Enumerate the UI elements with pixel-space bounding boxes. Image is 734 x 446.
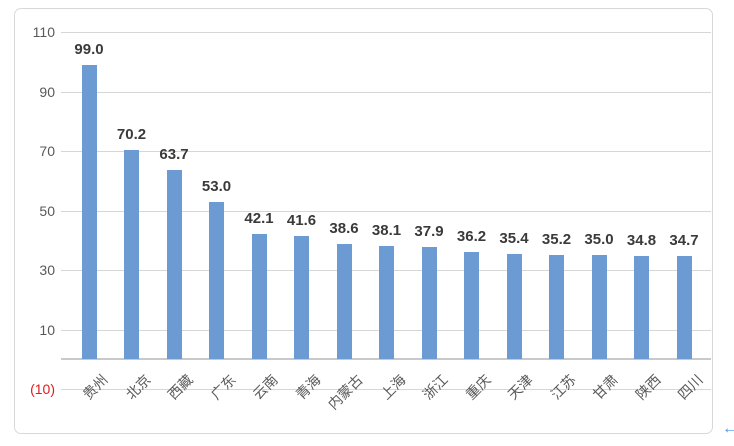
bar bbox=[421, 246, 437, 360]
y-axis-tick-label: 110 bbox=[32, 24, 55, 40]
gridline bbox=[61, 389, 711, 390]
bar bbox=[294, 235, 309, 360]
bar bbox=[549, 254, 564, 360]
bar-value-label: 70.2 bbox=[116, 126, 147, 144]
x-axis-label: 四川 bbox=[674, 371, 706, 403]
bar bbox=[591, 255, 607, 360]
bar bbox=[209, 201, 224, 360]
bar-value-label: 38.1 bbox=[371, 221, 402, 239]
gridline bbox=[61, 32, 711, 33]
x-axis-label: 青海 bbox=[292, 371, 324, 403]
bar-value-label: 42.1 bbox=[244, 210, 274, 227]
plot-area: 110 90 70 50 30 10 (10) 99.0 贵州 70.2 北京 63.7 西藏 53.0 广… bbox=[30, 24, 711, 413]
x-axis-label: 甘肃 bbox=[589, 371, 621, 403]
x-axis-label: 贵州 bbox=[79, 371, 111, 403]
bar bbox=[464, 251, 479, 360]
x-axis-label: 广东 bbox=[207, 371, 239, 403]
y-axis-tick-label: 90 bbox=[39, 83, 55, 100]
bar-chart: 110 90 70 50 30 10 (10) 99.0 贵州 70.2 北京 63.7 西藏 53.0 广… bbox=[14, 8, 713, 434]
y-axis-tick-label: 10 bbox=[39, 321, 55, 338]
bar-value-label: 37.9 bbox=[414, 222, 444, 240]
bar bbox=[506, 253, 522, 360]
y-axis-tick-label: 70 bbox=[39, 143, 55, 159]
bar-value-label: 63.7 bbox=[159, 145, 189, 163]
x-axis-label: 陕西 bbox=[632, 371, 664, 403]
y-axis-tick-label: 50 bbox=[39, 202, 55, 219]
bar-value-label: 99.0 bbox=[74, 40, 104, 58]
y-axis-tick-label: (10) bbox=[30, 381, 55, 397]
x-axis-label: 重庆 bbox=[462, 371, 494, 403]
bar bbox=[124, 150, 139, 360]
bar-value-label: 35.4 bbox=[499, 229, 529, 247]
bar bbox=[379, 245, 394, 360]
y-axis-tick-label: 30 bbox=[39, 262, 55, 278]
gridline bbox=[61, 91, 711, 93]
x-axis-label: 天津 bbox=[504, 371, 536, 403]
x-axis-label: 江苏 bbox=[547, 371, 579, 403]
bar-value-label: 35.0 bbox=[584, 231, 614, 249]
bar-value-label: 36.2 bbox=[456, 227, 487, 245]
back-arrow-icon[interactable]: ← bbox=[722, 420, 734, 437]
gridline bbox=[61, 210, 711, 212]
bar bbox=[676, 256, 692, 360]
x-axis-line bbox=[61, 358, 711, 361]
gridline bbox=[61, 151, 711, 152]
x-axis-label: 西藏 bbox=[164, 371, 196, 403]
bar bbox=[634, 255, 649, 360]
x-axis-label: 内蒙古 bbox=[324, 371, 366, 413]
bar bbox=[251, 234, 267, 360]
bar-value-label: 41.6 bbox=[286, 211, 317, 229]
bar bbox=[166, 169, 182, 360]
x-axis-label: 浙江 bbox=[419, 371, 451, 403]
bar-value-label: 38.6 bbox=[329, 220, 359, 238]
bar-value-label: 53.0 bbox=[201, 177, 232, 195]
bar-value-label: 34.8 bbox=[626, 231, 657, 249]
bar-value-label: 35.2 bbox=[541, 230, 572, 248]
x-axis-label: 云南 bbox=[249, 371, 281, 403]
bar bbox=[81, 64, 97, 360]
bar bbox=[336, 244, 352, 360]
bar-value-label: 34.7 bbox=[669, 232, 699, 249]
x-axis-label: 北京 bbox=[122, 371, 154, 403]
x-axis-label: 上海 bbox=[377, 371, 409, 403]
